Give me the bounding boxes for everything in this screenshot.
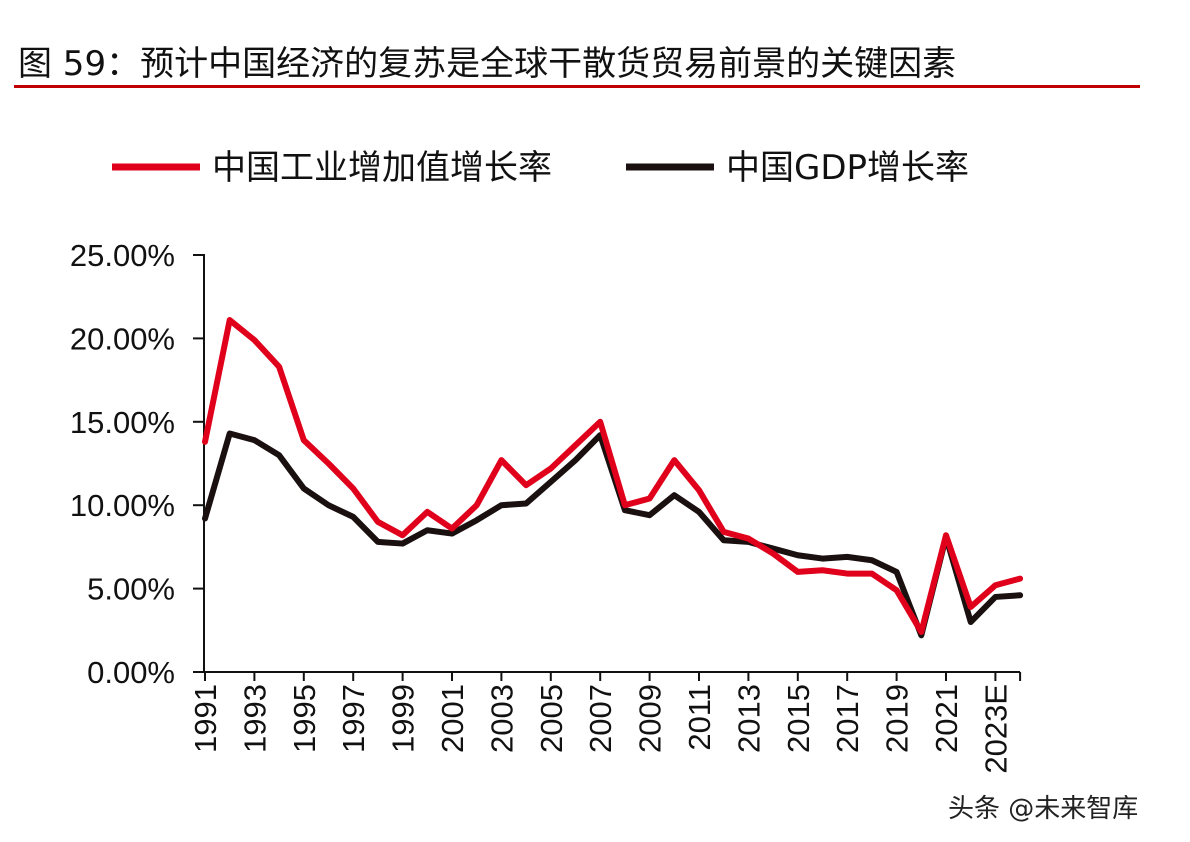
y-tick-label: 25.00%	[70, 238, 175, 273]
x-tick-label: 2019	[880, 684, 915, 753]
legend: 中国工业增加值增长率 中国GDP增长率	[112, 148, 969, 188]
x-tick-label: 2015	[781, 684, 816, 753]
x-tick-label: 2013	[731, 684, 766, 753]
y-tick-label: 5.00%	[87, 572, 175, 607]
x-tick-label: 2009	[633, 684, 668, 753]
x-tick-label: 2023E	[978, 684, 1013, 774]
legend-label-industrial: 中国工业增加值增长率	[212, 148, 552, 188]
y-tick-label: 10.00%	[70, 488, 175, 523]
y-tick-label: 15.00%	[70, 405, 175, 440]
x-tick-label: 2003	[484, 684, 519, 753]
x-tick-label: 2007	[583, 684, 618, 753]
x-tick-label: 2017	[830, 684, 865, 753]
x-tick-label: 2005	[534, 684, 569, 753]
legend-label-gdp: 中国GDP增长率	[726, 148, 969, 188]
title-divider	[14, 85, 1140, 88]
chart-title: 图 59：预计中国经济的复苏是全球干散货贸易前景的关键因素	[18, 44, 957, 84]
x-tick-label: 1999	[386, 684, 421, 753]
x-tick-label: 2021	[929, 684, 964, 753]
x-tick-label: 2011	[682, 684, 717, 751]
x-tick-label: 1997	[336, 684, 371, 753]
series-line-industrial	[202, 317, 1024, 635]
watermark: 头条 @未来智库	[948, 794, 1139, 824]
x-tick-label: 1993	[237, 684, 272, 753]
x-tick-label: 1991	[188, 684, 223, 753]
x-tick-label: 2001	[435, 684, 470, 753]
y-tick-label: 20.00%	[70, 321, 175, 356]
x-tick-label: 1995	[287, 684, 322, 753]
y-tick-label: 0.00%	[87, 655, 175, 690]
